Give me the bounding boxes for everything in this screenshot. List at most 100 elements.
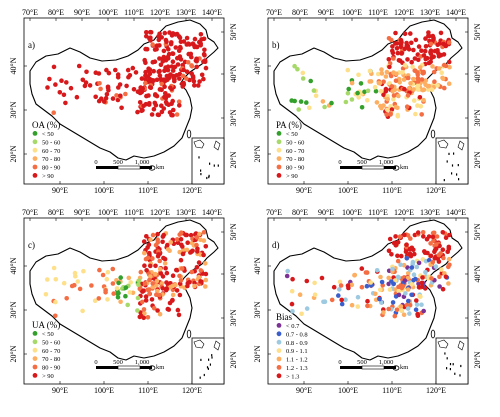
station-point	[165, 77, 170, 83]
station-point	[146, 242, 152, 248]
legend-swatch	[32, 156, 38, 162]
scale-label: 0	[338, 159, 341, 166]
top-tick-label: 90°E	[318, 8, 334, 17]
station-point	[398, 262, 403, 267]
station-point	[166, 47, 171, 52]
station-point	[75, 279, 81, 284]
station-point	[312, 280, 317, 286]
station-point	[184, 35, 190, 41]
top-tick-label: 120°E	[150, 208, 170, 217]
station-point	[393, 30, 398, 36]
legend-swatch	[276, 331, 282, 337]
station-point	[349, 97, 355, 102]
station-point	[105, 269, 111, 275]
station-point	[203, 65, 209, 71]
station-point	[432, 256, 438, 261]
station-point	[177, 35, 183, 40]
station-point	[407, 302, 413, 308]
station-point	[183, 232, 188, 238]
station-point	[144, 46, 150, 52]
station-point	[180, 73, 186, 79]
top-tick-label: 120°E	[394, 8, 414, 17]
station-point	[411, 87, 416, 92]
station-point	[87, 83, 93, 88]
station-point	[137, 90, 143, 96]
station-point	[415, 311, 420, 317]
station-point	[396, 292, 402, 298]
station-point	[391, 281, 396, 287]
station-point	[395, 253, 400, 259]
station-point	[202, 53, 207, 58]
station-point	[142, 311, 147, 316]
station-point	[355, 294, 361, 300]
scale-bar-segment	[117, 365, 141, 370]
legend-label: 1.2 - 1.3	[286, 365, 308, 372]
station-point	[53, 299, 58, 305]
station-point	[414, 298, 419, 303]
station-point	[119, 105, 124, 111]
south-china-sea-inset	[191, 337, 225, 385]
station-point	[388, 112, 393, 117]
station-point	[426, 30, 431, 35]
station-point	[155, 231, 160, 237]
station-point	[395, 50, 401, 56]
station-point	[413, 37, 419, 43]
scale-unit: km	[156, 164, 164, 171]
inset-island	[443, 179, 445, 182]
station-point	[136, 282, 141, 287]
station-point	[420, 230, 426, 235]
top-tick-label: 70°E	[266, 208, 282, 217]
station-point	[140, 289, 145, 294]
station-point	[176, 312, 182, 318]
station-point	[439, 267, 444, 272]
map-panel-d: 70°E 80°E 90°E 100°E 110°E 120°E 130°E 140°E 50°…	[253, 208, 482, 395]
inset-island	[206, 366, 209, 369]
station-point	[93, 94, 98, 100]
station-point	[179, 266, 185, 271]
station-point	[387, 64, 392, 70]
station-point	[177, 273, 182, 279]
station-point	[181, 67, 186, 73]
station-point	[161, 48, 167, 54]
inset-island	[209, 162, 211, 165]
station-point	[163, 266, 168, 271]
station-point	[417, 65, 423, 70]
top-tick-label: 90°E	[318, 208, 334, 217]
station-point	[143, 60, 148, 66]
station-point	[164, 286, 169, 291]
left-tick-label: 40°N	[253, 257, 262, 274]
scale-label: 1,000	[135, 159, 150, 166]
station-point	[403, 249, 409, 254]
station-point	[143, 294, 149, 299]
legend-swatch	[32, 356, 38, 361]
station-point	[198, 32, 204, 37]
station-point	[197, 231, 202, 237]
station-point	[143, 298, 149, 303]
station-point	[300, 70, 306, 76]
station-point	[304, 100, 309, 105]
station-point	[337, 287, 342, 292]
station-point	[100, 272, 106, 278]
top-tick-label: 70°E	[22, 8, 38, 17]
inset-island	[446, 160, 448, 163]
station-point	[413, 276, 418, 282]
station-point	[63, 100, 68, 106]
station-point	[93, 70, 99, 75]
station-point	[140, 107, 145, 113]
station-point	[391, 93, 397, 98]
station-point	[84, 69, 89, 75]
legend-label: 80 - 90	[286, 165, 304, 172]
station-point	[405, 93, 411, 98]
station-point	[146, 287, 152, 292]
station-point	[436, 66, 442, 71]
station-point	[443, 274, 449, 280]
station-point	[423, 269, 428, 275]
island-outline	[186, 329, 192, 339]
station-point	[166, 307, 172, 312]
station-point	[373, 291, 378, 297]
station-point	[402, 46, 408, 52]
legend-label: 80 - 90	[42, 165, 60, 172]
station-point	[404, 40, 409, 46]
scale-label: 0	[94, 159, 97, 166]
